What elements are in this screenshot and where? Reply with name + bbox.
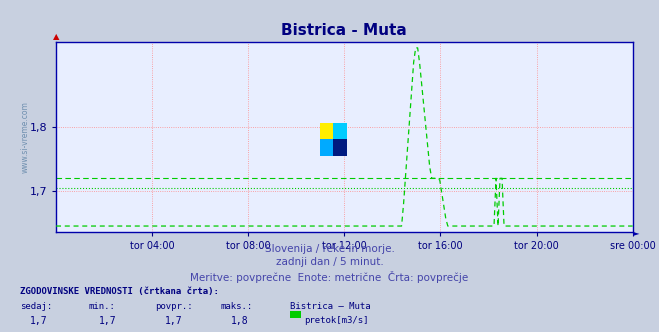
Text: pretok[m3/s]: pretok[m3/s] (304, 316, 369, 325)
Bar (320, 123, 333, 139)
Text: Bistrica – Muta: Bistrica – Muta (290, 302, 370, 311)
Text: min.:: min.: (89, 302, 116, 311)
Text: 1,7: 1,7 (99, 316, 117, 326)
Text: www.si-vreme.com: www.si-vreme.com (20, 101, 29, 173)
Bar (333, 139, 347, 156)
Text: povpr.:: povpr.: (155, 302, 192, 311)
Text: ►: ► (633, 228, 639, 237)
Text: 1,7: 1,7 (165, 316, 183, 326)
Bar (333, 123, 347, 139)
Title: Bistrica - Muta: Bistrica - Muta (281, 23, 407, 38)
Text: Meritve: povprečne  Enote: metrične  Črta: povprečje: Meritve: povprečne Enote: metrične Črta:… (190, 271, 469, 283)
Text: sedaj:: sedaj: (20, 302, 52, 311)
Text: ZGODOVINSKE VREDNOSTI (črtkana črta):: ZGODOVINSKE VREDNOSTI (črtkana črta): (20, 287, 219, 296)
Text: 1,7: 1,7 (30, 316, 47, 326)
Text: maks.:: maks.: (221, 302, 253, 311)
Text: 1,8: 1,8 (231, 316, 248, 326)
Text: zadnji dan / 5 minut.: zadnji dan / 5 minut. (275, 257, 384, 267)
Text: Slovenija / reke in morje.: Slovenija / reke in morje. (264, 244, 395, 254)
Bar (320, 139, 333, 156)
Text: ▲: ▲ (53, 33, 59, 42)
